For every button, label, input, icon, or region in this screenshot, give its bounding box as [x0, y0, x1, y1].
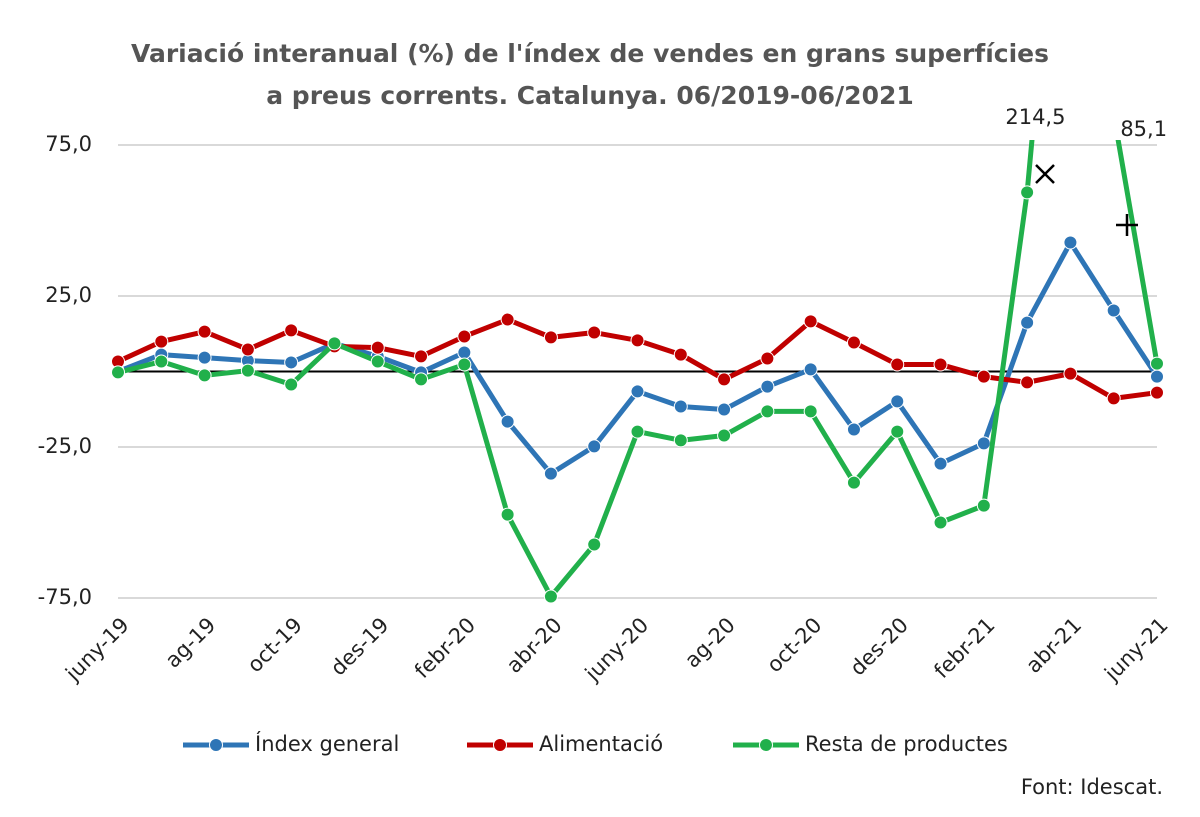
data-point [890, 394, 905, 409]
data-point [240, 363, 255, 378]
data-point [370, 354, 385, 369]
data-point [760, 404, 775, 419]
data-point [543, 466, 558, 481]
data-point [457, 345, 472, 360]
y-tick-label: -75,0 [38, 585, 92, 609]
data-point [284, 355, 299, 370]
data-point [760, 351, 775, 366]
data-point [587, 537, 602, 552]
data-point [846, 475, 861, 490]
data-point [933, 456, 948, 471]
data-point [890, 424, 905, 439]
data-point [933, 357, 948, 372]
data-point [846, 335, 861, 350]
data-point [284, 377, 299, 392]
data-point [370, 340, 385, 355]
data-point [154, 334, 169, 349]
data-point [500, 414, 515, 429]
plot-area [111, 140, 1164, 604]
data-point [976, 498, 991, 513]
data-point [500, 507, 515, 522]
data-point [414, 349, 429, 364]
data-point [717, 402, 732, 417]
data-point [1020, 315, 1035, 330]
data-point [673, 347, 688, 362]
data-point [414, 372, 429, 387]
chart-title: Variació interanual (%) de l'índex de ve… [131, 39, 1049, 68]
legend-label: Índex general [255, 731, 399, 756]
break-marker [1035, 164, 1055, 184]
legend-label: Resta de productes [805, 732, 1008, 756]
data-point [197, 350, 212, 365]
data-point [1150, 369, 1164, 384]
data-point [630, 384, 645, 399]
y-tick-label: 75,0 [45, 132, 92, 156]
data-point [1150, 356, 1164, 371]
y-tick-label: 25,0 [45, 283, 92, 307]
data-point [543, 589, 558, 604]
data-point [976, 436, 991, 451]
data-point [457, 357, 472, 372]
data-point [154, 354, 169, 369]
data-point [197, 324, 212, 339]
data-point [846, 422, 861, 437]
data-point [500, 312, 515, 327]
data-point [673, 399, 688, 414]
data-point [240, 342, 255, 357]
chart-title: a preus corrents. Catalunya. 06/2019-06/… [266, 81, 914, 110]
data-point [717, 372, 732, 387]
data-point [976, 369, 991, 384]
data-point [1106, 303, 1121, 318]
data-point [1063, 235, 1078, 250]
data-point [587, 325, 602, 340]
legend-marker [759, 738, 773, 752]
legend-marker [209, 738, 223, 752]
data-point [803, 404, 818, 419]
data-point [1150, 385, 1164, 400]
data-point [284, 323, 299, 338]
data-point [630, 333, 645, 348]
data-point [760, 379, 775, 394]
data-point [197, 368, 212, 383]
data-label: 214,5 [1005, 105, 1065, 129]
data-point [890, 357, 905, 372]
data-point [803, 362, 818, 377]
data-point [327, 336, 342, 351]
data-point [717, 428, 732, 443]
data-point [587, 439, 602, 454]
data-point [803, 314, 818, 329]
data-point [1106, 391, 1121, 406]
legend-label: Alimentació [539, 732, 663, 756]
legend-marker [493, 738, 507, 752]
data-point [543, 330, 558, 345]
data-point [933, 515, 948, 530]
data-point [111, 365, 125, 380]
data-point [673, 433, 688, 448]
data-point [457, 329, 472, 344]
data-point [630, 424, 645, 439]
legend: Índex general Alimentació Resta de product… [183, 731, 1008, 756]
break-marker [1116, 214, 1138, 236]
data-point [1020, 185, 1035, 200]
data-point [1020, 375, 1035, 390]
source: Font: Idescat. [1021, 775, 1163, 799]
y-tick-label: -25,0 [38, 434, 92, 458]
data-point [1063, 366, 1078, 381]
data-label: 85,1 [1120, 117, 1167, 141]
